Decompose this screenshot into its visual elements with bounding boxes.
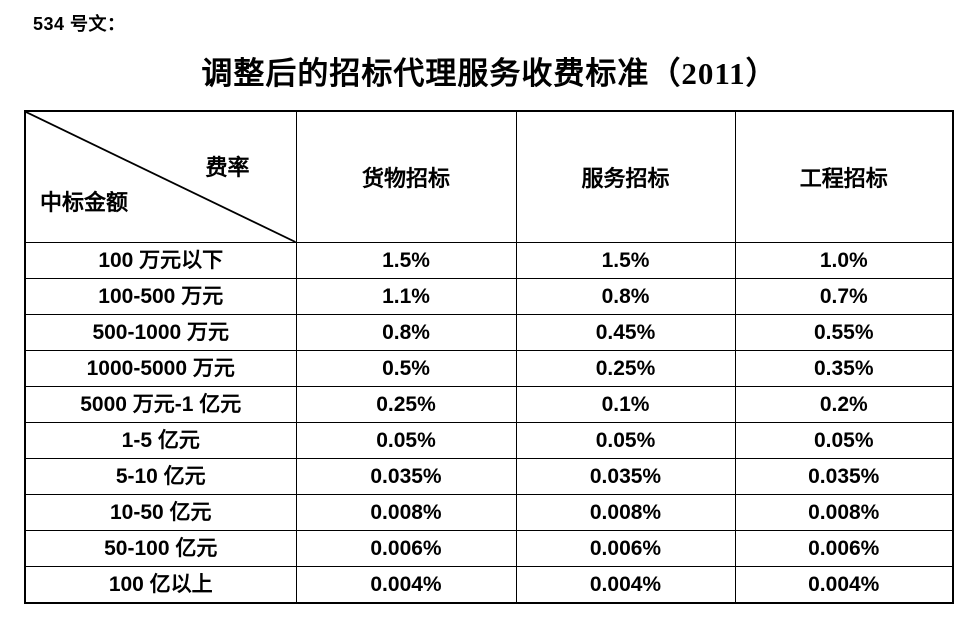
goods-rate-cell: 1.1% [295,278,517,315]
diagonal-header-cell: 费率 中标金额 [24,110,297,243]
engineering-rate-cell: 0.7% [734,278,954,315]
engineering-rate-cell: 1.0% [734,242,954,279]
table-row: 10-50 亿元 0.008% 0.008% 0.008% [24,494,954,531]
table-row: 1000-5000 万元 0.5% 0.25% 0.35% [24,350,954,387]
goods-rate-cell: 0.05% [295,422,517,459]
amount-cell: 1000-5000 万元 [24,350,297,387]
amount-cell: 100-500 万元 [24,278,297,315]
column-header-engineering: 工程招标 [734,110,954,243]
table-row: 500-1000 万元 0.8% 0.45% 0.55% [24,314,954,351]
amount-cell: 100 亿以上 [24,566,297,604]
service-rate-cell: 0.006% [515,530,736,567]
table-row: 5-10 亿元 0.035% 0.035% 0.035% [24,458,954,495]
goods-rate-cell: 0.004% [295,566,517,604]
amount-cell: 100 万元以下 [24,242,297,279]
table-row: 1-5 亿元 0.05% 0.05% 0.05% [24,422,954,459]
table-row: 100-500 万元 1.1% 0.8% 0.7% [24,278,954,315]
amount-cell: 5000 万元-1 亿元 [24,386,297,423]
table-row: 50-100 亿元 0.006% 0.006% 0.006% [24,530,954,567]
amount-cell: 500-1000 万元 [24,314,297,351]
service-rate-cell: 0.8% [515,278,736,315]
engineering-rate-cell: 0.035% [734,458,954,495]
goods-rate-cell: 0.8% [295,314,517,351]
service-rate-cell: 0.45% [515,314,736,351]
page-title: 调整后的招标代理服务收费标准（2011） [201,56,778,91]
table-row: 100 亿以上 0.004% 0.004% 0.004% [24,566,954,604]
diagonal-divider-line [26,112,296,242]
service-rate-cell: 0.004% [515,566,736,604]
goods-rate-cell: 0.25% [295,386,517,423]
fee-rate-table: 费率 中标金额 货物招标 服务招标 工程招标 100 万元以下 1.5% 1.5… [24,110,954,604]
service-rate-cell: 0.008% [515,494,736,531]
engineering-rate-cell: 0.008% [734,494,954,531]
service-rate-cell: 0.25% [515,350,736,387]
goods-rate-cell: 0.035% [295,458,517,495]
service-rate-cell: 0.05% [515,422,736,459]
amount-cell: 1-5 亿元 [24,422,297,459]
engineering-rate-cell: 0.2% [734,386,954,423]
table-row: 5000 万元-1 亿元 0.25% 0.1% 0.2% [24,386,954,423]
corner-label-amount: 中标金额 [40,190,129,215]
goods-rate-cell: 0.008% [295,494,517,531]
doc-number-label: 534 号文： [33,14,126,34]
table-row: 100 万元以下 1.5% 1.5% 1.0% [24,242,954,279]
engineering-rate-cell: 0.05% [734,422,954,459]
engineering-rate-cell: 0.35% [734,350,954,387]
service-rate-cell: 0.1% [515,386,736,423]
corner-label-rate: 费率 [205,155,250,180]
service-rate-cell: 0.035% [515,458,736,495]
column-header-service: 服务招标 [515,110,736,243]
amount-cell: 5-10 亿元 [24,458,297,495]
header-row: 费率 中标金额 货物招标 服务招标 工程招标 [24,110,954,243]
amount-cell: 10-50 亿元 [24,494,297,531]
engineering-rate-cell: 0.006% [734,530,954,567]
goods-rate-cell: 0.5% [295,350,517,387]
amount-cell: 50-100 亿元 [24,530,297,567]
engineering-rate-cell: 0.004% [734,566,954,604]
service-rate-cell: 1.5% [515,242,736,279]
goods-rate-cell: 1.5% [295,242,517,279]
column-header-goods: 货物招标 [295,110,517,243]
goods-rate-cell: 0.006% [295,530,517,567]
engineering-rate-cell: 0.55% [734,314,954,351]
